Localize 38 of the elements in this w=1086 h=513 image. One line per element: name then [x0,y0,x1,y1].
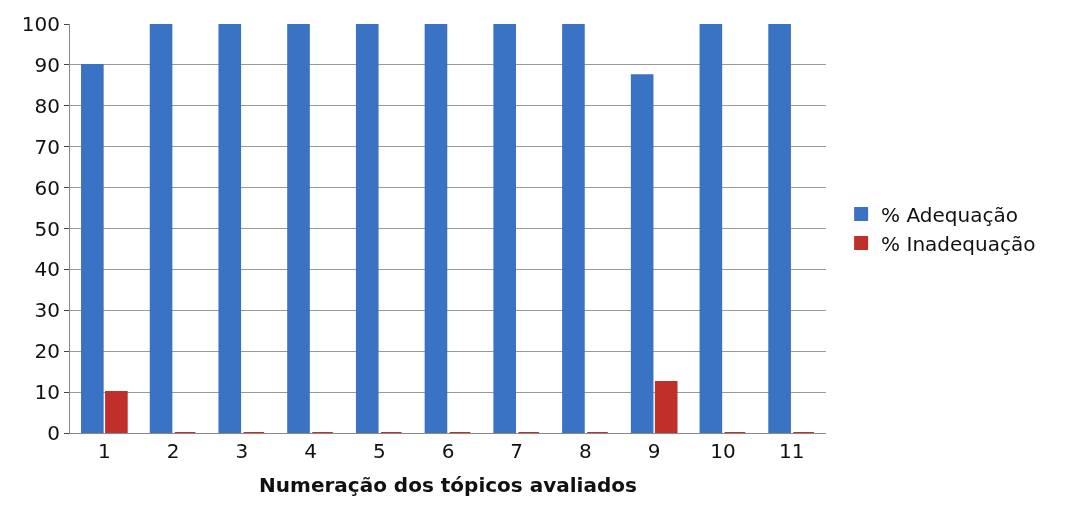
bar [493,24,517,433]
y-tick-label: 30 [34,298,60,323]
bar [81,63,104,433]
x-tick-label: 6 [441,439,455,463]
y-tick-label: 80 [34,93,60,118]
x-tick-label: 3 [235,439,249,463]
bar [630,74,654,433]
bar [287,24,310,433]
x-tick-label: 5 [372,439,386,463]
legend-label: % Adequação [881,202,1018,227]
legend-label: % Inadequação [881,231,1036,256]
y-tick-label: 10 [34,380,60,405]
bar [699,24,723,433]
x-tick-label: 1 [97,439,111,463]
bar [355,24,379,433]
x-tick-label: 9 [647,439,661,463]
bar [105,391,128,433]
y-tick-label: 40 [34,257,60,282]
bar [654,380,678,433]
bar [424,24,448,433]
x-tick-label: 4 [304,439,317,463]
y-tick-label: 60 [34,175,60,200]
x-tick-label: 7 [510,439,524,463]
y-tick-label: 70 [34,134,60,159]
bar [768,24,791,433]
x-tick-label: 11 [778,439,805,463]
x-axis-title: Numeração dos tópicos avaliados [259,472,637,497]
x-tick-label: 8 [579,439,592,463]
bar [149,24,173,433]
y-tick-label: 0 [47,421,60,445]
y-tick-label: 50 [34,216,60,241]
bar [218,24,242,433]
y-tick-label: 100 [21,12,60,36]
x-tick-label: 10 [710,439,736,463]
y-tick-label: 20 [34,339,60,364]
x-tick-label: 2 [166,439,180,463]
bar [562,24,585,433]
y-tick-label: 90 [34,52,60,77]
